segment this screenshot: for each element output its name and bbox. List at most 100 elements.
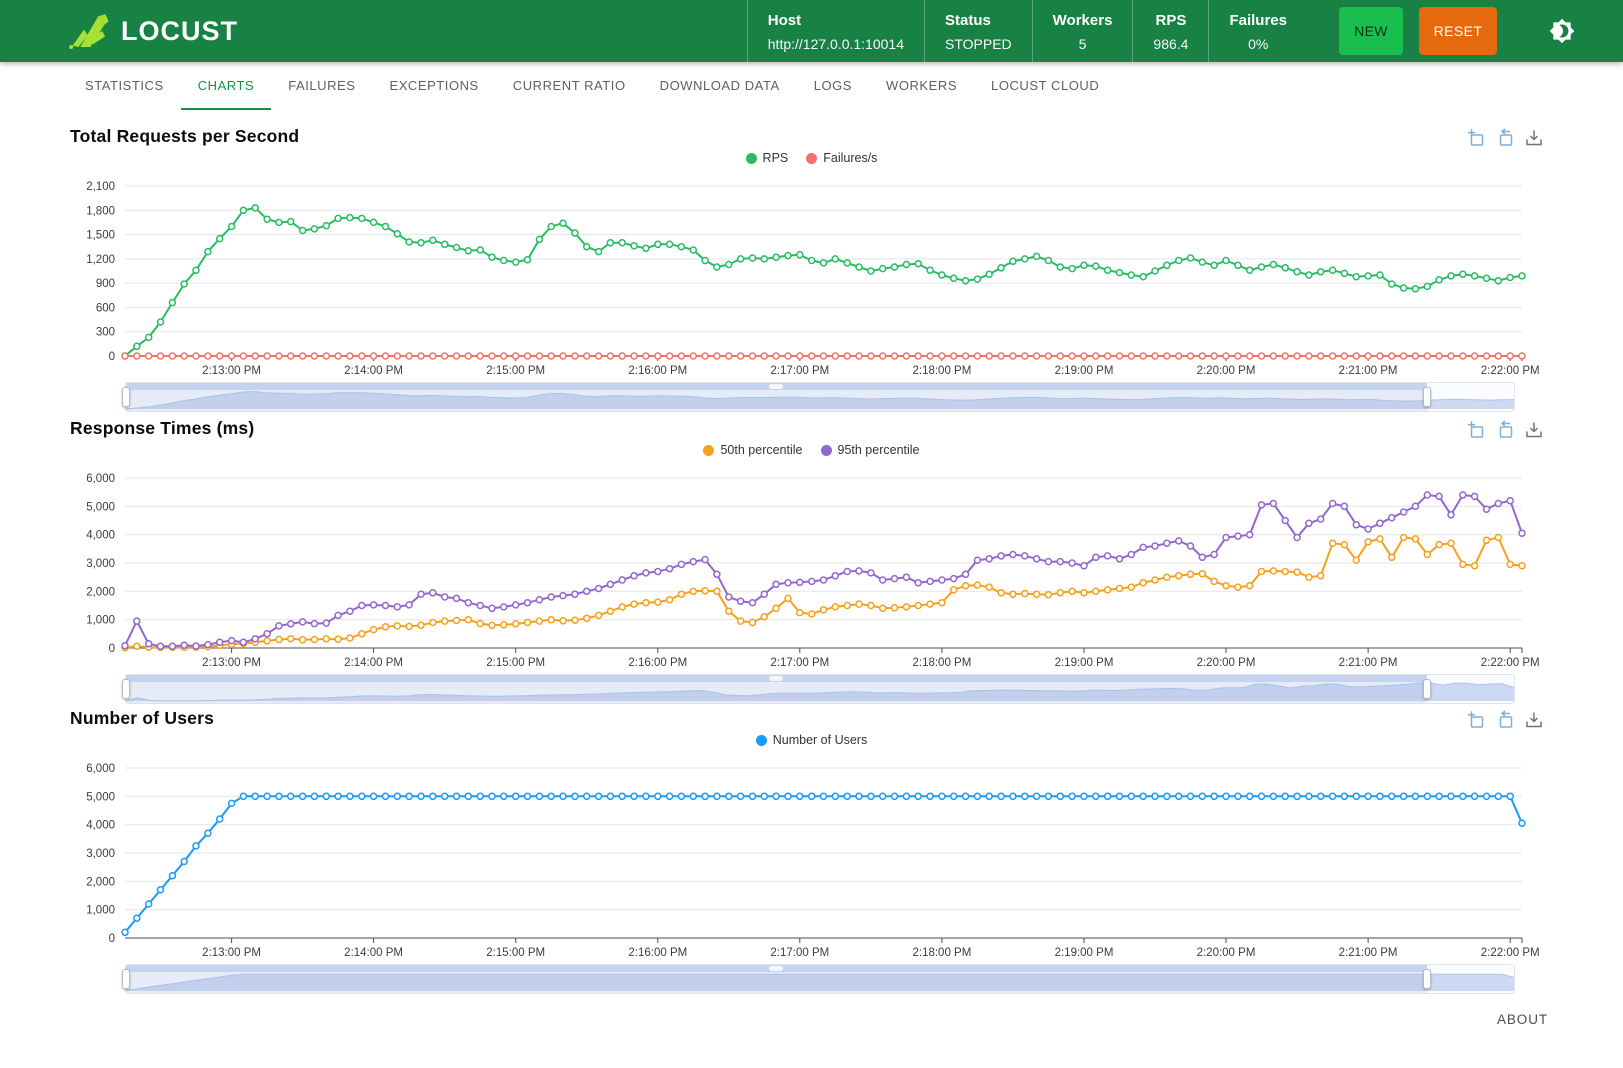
svg-text:2:15:00 PM: 2:15:00 PM <box>486 947 545 959</box>
slider-handle-right[interactable] <box>1422 679 1431 699</box>
header-stat-label: Host <box>767 11 802 29</box>
svg-text:2:16:00 PM: 2:16:00 PM <box>628 365 687 377</box>
download-chart-icon[interactable] <box>1524 710 1544 730</box>
tab-logs[interactable]: LOGS <box>813 77 853 93</box>
chart-plot[interactable]: 0 1,000 2,000 3,000 4,000 5,000 6,000 2:13:00 P… <box>0 752 1623 962</box>
logo[interactable]: LOCUST <box>68 12 238 50</box>
legend-label: Failures/s <box>823 151 878 165</box>
zoom-select-icon[interactable] <box>1466 128 1486 148</box>
header-stat-label: RPS <box>1155 11 1187 29</box>
svg-text:600: 600 <box>96 302 115 314</box>
header-stat-value: http://127.0.0.1:10014 <box>767 35 904 52</box>
svg-text:1,000: 1,000 <box>86 905 115 917</box>
chart-title: Total Requests per Second <box>70 126 300 146</box>
header-stat-status: Status STOPPED <box>924 0 1032 62</box>
svg-text:6,000: 6,000 <box>86 473 115 485</box>
svg-text:2:15:00 PM: 2:15:00 PM <box>486 365 545 377</box>
legend-swatch <box>755 734 767 746</box>
svg-text:1,800: 1,800 <box>86 205 115 217</box>
tab-workers[interactable]: WORKERS <box>886 77 958 93</box>
chart-plot[interactable]: 0 300 600 900 1,200 1,500 1,800 2,100 2:13:00 PM… <box>0 170 1623 380</box>
reset-button[interactable]: RESET <box>1419 7 1497 55</box>
svg-text:0: 0 <box>109 933 115 945</box>
svg-text:2:19:00 PM: 2:19:00 PM <box>1055 365 1114 377</box>
svg-text:2:19:00 PM: 2:19:00 PM <box>1055 947 1114 959</box>
legend-item[interactable]: Failures/s <box>806 151 877 165</box>
slider-minichart <box>126 391 1514 410</box>
svg-text:3,000: 3,000 <box>86 848 115 860</box>
chart-title: Response Times (ms) <box>70 418 255 438</box>
legend-item[interactable]: RPS <box>745 151 788 165</box>
legend-swatch <box>745 152 757 164</box>
svg-text:5,000: 5,000 <box>86 791 115 803</box>
svg-text:4,000: 4,000 <box>86 820 115 832</box>
gridlines <box>125 477 1522 621</box>
gridlines <box>125 185 1522 333</box>
slider-handle-right[interactable] <box>1422 387 1431 407</box>
header-stat-value: 0% <box>1248 35 1269 52</box>
new-test-button[interactable]: NEW <box>1339 7 1403 55</box>
chart-plot[interactable]: 0 1,000 2,000 3,000 4,000 5,000 6,000 2:13:00 P… <box>0 462 1623 672</box>
zoom-reset-icon[interactable] <box>1495 420 1515 440</box>
tab-failures[interactable]: FAILURES <box>288 77 356 93</box>
time-range-slider[interactable] <box>122 674 1515 704</box>
slider-grip[interactable] <box>769 676 784 681</box>
svg-text:2:20:00 PM: 2:20:00 PM <box>1197 365 1256 377</box>
download-chart-icon[interactable] <box>1524 128 1544 148</box>
legend-item[interactable]: 50th percentile <box>703 443 803 457</box>
slider-grip[interactable] <box>769 384 784 389</box>
svg-text:900: 900 <box>96 278 115 290</box>
y-axis-labels: 0 300 600 900 1,200 1,500 1,800 2,100 <box>86 181 115 363</box>
app-header: LOCUST Host http://127.0.0.1:10014 Status S… <box>0 0 1623 62</box>
legend-swatch <box>820 444 832 456</box>
tab-download-data[interactable]: DOWNLOAD DATA <box>659 77 780 93</box>
slider-handle-left[interactable] <box>122 387 130 407</box>
locust-logo-icon <box>69 14 109 49</box>
svg-text:6,000: 6,000 <box>86 763 115 775</box>
chart-toolbox <box>1466 128 1544 148</box>
header-stat-label: Status <box>945 11 991 29</box>
slider-handle-left[interactable] <box>122 969 130 989</box>
svg-text:2:18:00 PM: 2:18:00 PM <box>912 365 971 377</box>
slider-minichart <box>126 682 1514 702</box>
tab-statistics[interactable]: STATISTICS <box>85 77 164 93</box>
download-chart-icon[interactable] <box>1524 420 1544 440</box>
about-link[interactable]: ABOUT <box>1496 1012 1548 1027</box>
svg-text:2:13:00 PM: 2:13:00 PM <box>202 365 261 377</box>
zoom-reset-icon[interactable] <box>1495 128 1515 148</box>
svg-text:2:14:00 PM: 2:14:00 PM <box>344 657 403 669</box>
slider-handle-left[interactable] <box>122 679 130 699</box>
tab-current-ratio[interactable]: CURRENT RATIO <box>512 77 626 93</box>
x-axis <box>125 937 1523 943</box>
tab-charts[interactable]: CHARTS <box>180 62 272 110</box>
zoom-select-icon[interactable] <box>1466 710 1486 730</box>
chart-section-total-rps: Total Requests per Second RPS Failures/s … <box>0 118 1623 418</box>
y-axis-labels: 0 1,000 2,000 3,000 4,000 5,000 6,000 <box>86 473 115 655</box>
dark-mode-toggle[interactable] <box>1549 18 1575 44</box>
legend-label: 95th percentile <box>837 443 920 457</box>
header-stat-failures: Failures 0% <box>1208 0 1307 62</box>
zoom-reset-icon[interactable] <box>1495 710 1515 730</box>
legend-item[interactable]: Number of Users <box>755 733 867 747</box>
zoom-select-icon[interactable] <box>1466 420 1486 440</box>
svg-text:2:17:00 PM: 2:17:00 PM <box>770 657 829 669</box>
svg-text:2:17:00 PM: 2:17:00 PM <box>770 365 829 377</box>
time-range-slider[interactable] <box>122 964 1515 994</box>
series-number-of-users <box>121 792 1526 937</box>
chart-toolbox <box>1466 420 1544 440</box>
time-range-slider[interactable] <box>122 382 1515 412</box>
header-stat-value: STOPPED <box>945 35 1012 52</box>
header-stat-workers: Workers 5 <box>1031 0 1133 62</box>
svg-text:2:16:00 PM: 2:16:00 PM <box>628 657 687 669</box>
slider-handle-right[interactable] <box>1422 969 1431 989</box>
header-stats: Host http://127.0.0.1:10014 Status STOPPED W… <box>746 0 1307 62</box>
header-stat-host: Host http://127.0.0.1:10014 <box>746 0 924 62</box>
legend-item[interactable]: 95th percentile <box>820 443 920 457</box>
header-stat-value: 5 <box>1078 35 1087 52</box>
svg-text:0: 0 <box>109 351 115 363</box>
x-axis-labels: 2:13:00 PM 2:14:00 PM 2:15:00 PM 2:16:00 PM… <box>202 947 1539 959</box>
tab-exceptions[interactable]: EXCEPTIONS <box>389 77 479 93</box>
slider-grip[interactable] <box>769 966 784 971</box>
series-failures-s <box>121 352 1526 360</box>
tab-locust-cloud[interactable]: LOCUST CLOUD <box>991 77 1100 93</box>
